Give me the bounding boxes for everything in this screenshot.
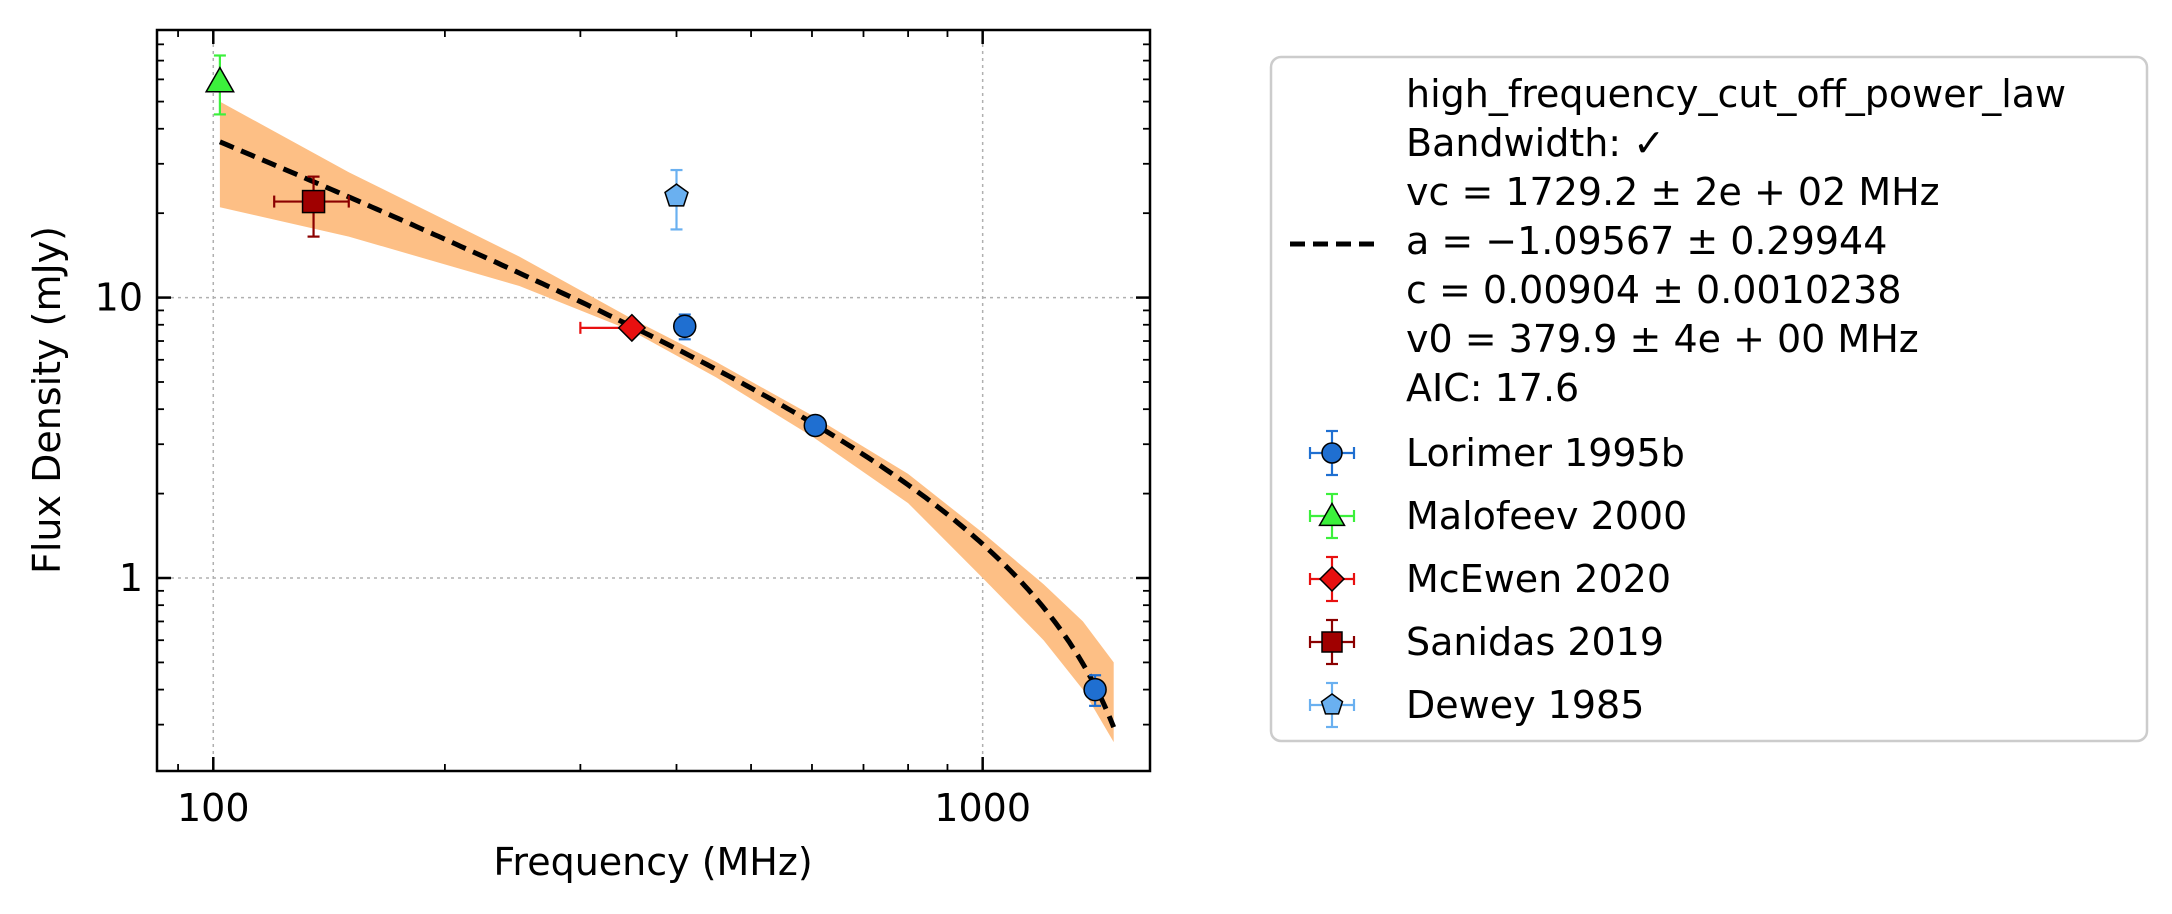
legend-label-sanidas-2019: Sanidas 2019 [1406,620,1664,664]
plot-frame [155,28,1152,773]
point-mcewen-2020-0 [617,313,647,343]
point-lorimer-1995b-2 [1083,677,1107,702]
model-curve-layer [218,139,1117,729]
model-uncertainty-band-layer [219,101,1114,743]
legend-entry-dewey-1985: Dewey 1985 [1308,681,1644,729]
x-tick-label-1: 1000 [934,786,1031,830]
legend-aic: AIC: 17.6 [1406,366,1579,410]
legend-marker-sanidas-2019 [1321,631,1343,653]
y-tick-label-0: 1 [119,556,143,600]
legend-entry-sanidas-2019: Sanidas 2019 [1308,618,1664,666]
legend-bandwidth: Bandwidth: ✓ [1406,121,1665,165]
legend: high_frequency_cut_off_power_law Bandwid… [1269,55,2149,743]
y-tick-label-1: 10 [95,276,143,320]
x-tick-label-0: 100 [177,786,250,830]
legend-label-malofeev-2000: Malofeev 2000 [1406,494,1687,538]
point-dewey-1985-0 [664,183,689,207]
legend-model-name: high_frequency_cut_off_power_law [1406,72,2066,116]
model-uncertainty-band [219,101,1114,743]
legend-marker-mcewen-2020 [1318,565,1346,593]
legend-entry-mcewen-2020: McEwen 2020 [1308,555,1671,603]
grid-lines [157,30,1150,771]
legend-param-vc: vc = 1729.2 ± 2e + 02 MHz [1406,170,1940,214]
legend-param-v0: v0 = 379.9 ± 4e + 00 MHz [1406,317,1919,361]
point-sanidas-2019-0 [301,189,326,214]
legend-param-c: c = 0.00904 ± 0.0010238 [1406,268,1902,312]
legend-series-entries: Lorimer 1995b Malofeev 2000 McEwen 2020 San… [1308,429,1687,729]
legend-entry-lorimer-1995b: Lorimer 1995b [1308,429,1685,477]
legend-label-lorimer-1995b: Lorimer 1995b [1406,431,1685,475]
legend-marker-malofeev-2000 [1318,501,1346,527]
point-malofeev-2000-0 [204,66,235,93]
legend-param-a: a = −1.09567 ± 0.29944 [1406,219,1887,263]
legend-label-mcewen-2020: McEwen 2020 [1406,557,1671,601]
legend-label-dewey-1985: Dewey 1985 [1406,683,1644,727]
point-lorimer-1995b-0 [672,314,697,339]
legend-entry-malofeev-2000: Malofeev 2000 [1308,492,1687,540]
data-points-layer [204,54,1107,707]
legend-frame [1269,55,2149,743]
legend-marker-dewey-1985 [1320,693,1344,715]
x-axis-label: Frequency (MHz) [493,840,812,884]
point-lorimer-1995b-1 [803,413,828,438]
model-curve [218,139,1117,729]
y-axis-label: Flux Density (mJy) [25,226,69,574]
axis-ticks: 100 1000 1 10 [95,29,1150,830]
legend-marker-lorimer-1995b [1321,442,1343,464]
